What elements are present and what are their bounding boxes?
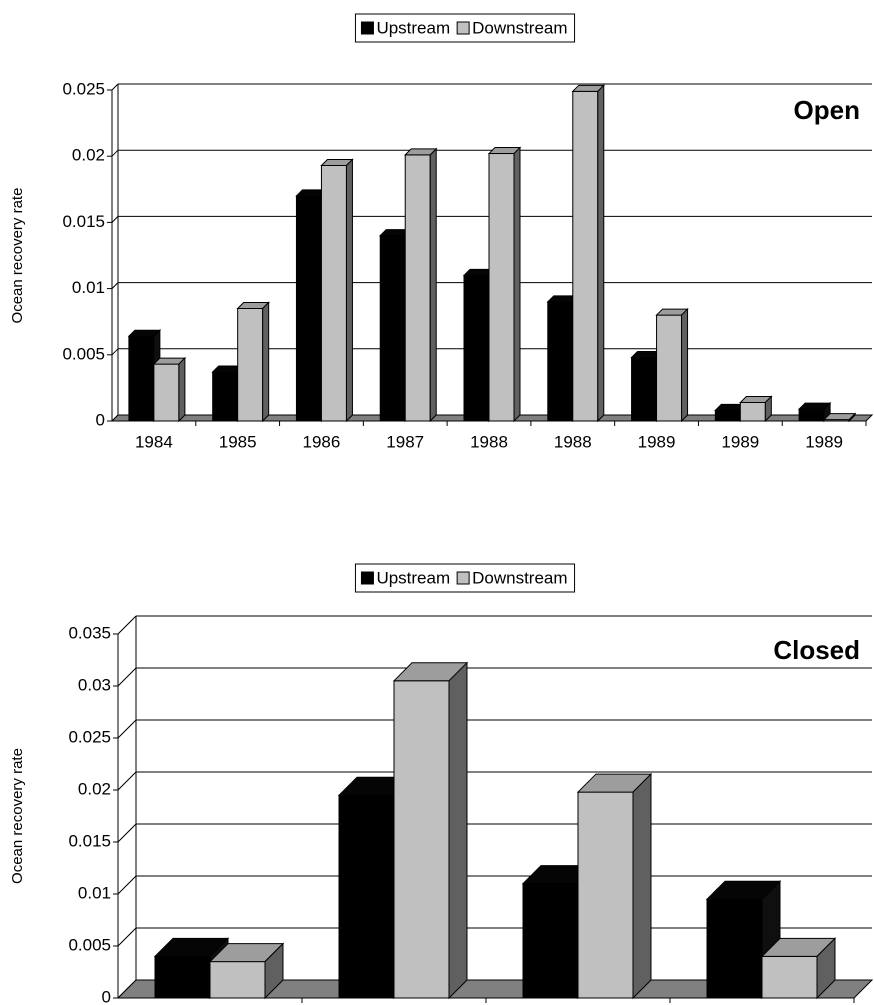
bar [739,401,766,422]
y-tick-label: 0 [102,987,111,1005]
y-tick-label: 0 [96,410,105,429]
bar-side [764,395,772,423]
bar-side [513,146,521,423]
wall-tick [111,83,119,91]
y-tick-label: 0.025 [68,727,111,746]
bar-side [681,307,689,423]
wall-tick [111,348,119,356]
bar [577,791,634,999]
bar-side [816,937,836,1000]
y-tick-label: 0.015 [62,212,105,231]
bar [153,363,180,422]
bar [488,153,515,422]
y-tick-label: 0.02 [72,146,105,165]
bar-side [345,158,353,423]
wall-tick [111,149,119,157]
annotation: Open [794,95,860,125]
wall-tick [111,216,119,223]
x-tick-label: 1987 [386,432,424,451]
y-tick-label: 0.01 [78,883,111,902]
x-tick-label: 1986 [303,432,341,451]
bar [798,408,825,422]
y-axis-label: Ocean recovery rate [9,188,26,324]
bar-side [632,772,652,1000]
wall-tick [117,615,137,635]
bar [209,961,266,999]
y-tick-label: 0.015 [68,831,111,850]
bar-side [848,412,856,423]
bar [128,335,155,422]
legend-label: Downstream [472,18,567,37]
bar [463,274,490,422]
legend: Upstream Downstream [354,563,576,593]
bar [320,164,347,422]
bar [237,307,264,422]
y-tick-label: 0.025 [62,79,105,98]
wall-tick [117,667,137,687]
bar-side [262,301,270,423]
legend-label: Upstream [376,18,450,37]
x-tick-label: 1989 [721,432,759,451]
bar [338,794,395,999]
legend-swatch [456,21,470,35]
bar [212,371,239,422]
y-tick-label: 0.01 [72,278,105,297]
wall-tick [117,719,137,739]
bar [572,90,599,422]
y-tick-label: 0.035 [68,623,111,642]
wall-tick [117,771,137,791]
y-tick-label: 0.02 [78,779,111,798]
bar [522,883,579,999]
bar [714,409,741,422]
legend-label: Upstream [376,568,450,587]
x-tick-label: 1985 [219,432,257,451]
x-tick-label: 1989 [805,432,843,451]
x-tick-label: 1988 [554,432,592,451]
x-tick-label: 1984 [135,432,173,451]
legend: Upstream Downstream [354,13,576,43]
wall-tick [117,823,137,843]
x-tick-label: 1988 [470,432,508,451]
y-axis-label: Ocean recovery rate [9,748,26,884]
wall-tick [111,282,119,289]
bar-side [448,661,468,1000]
bar [295,195,322,422]
bar-side [429,147,437,423]
x-tick-label: 1989 [638,432,676,451]
legend-swatch [360,571,374,585]
bar [547,301,574,422]
bar [154,955,211,999]
y-tick-label: 0.005 [68,935,111,954]
y-tick-label: 0.03 [78,675,111,694]
wall-tick [117,927,137,947]
bar-side [178,356,186,423]
bar [404,154,431,422]
wall-tick [117,875,137,895]
y-tick-label: 0.005 [62,344,105,363]
legend-label: Downstream [472,568,567,587]
bar [631,356,658,422]
bar-side [597,84,605,423]
legend-swatch [360,21,374,35]
bar [761,955,818,999]
bar [706,898,763,999]
bar-side [264,942,284,1000]
bar [379,235,406,422]
legend-swatch [456,571,470,585]
bar [656,314,683,422]
bar [393,680,450,999]
annotation: Closed [773,635,860,665]
